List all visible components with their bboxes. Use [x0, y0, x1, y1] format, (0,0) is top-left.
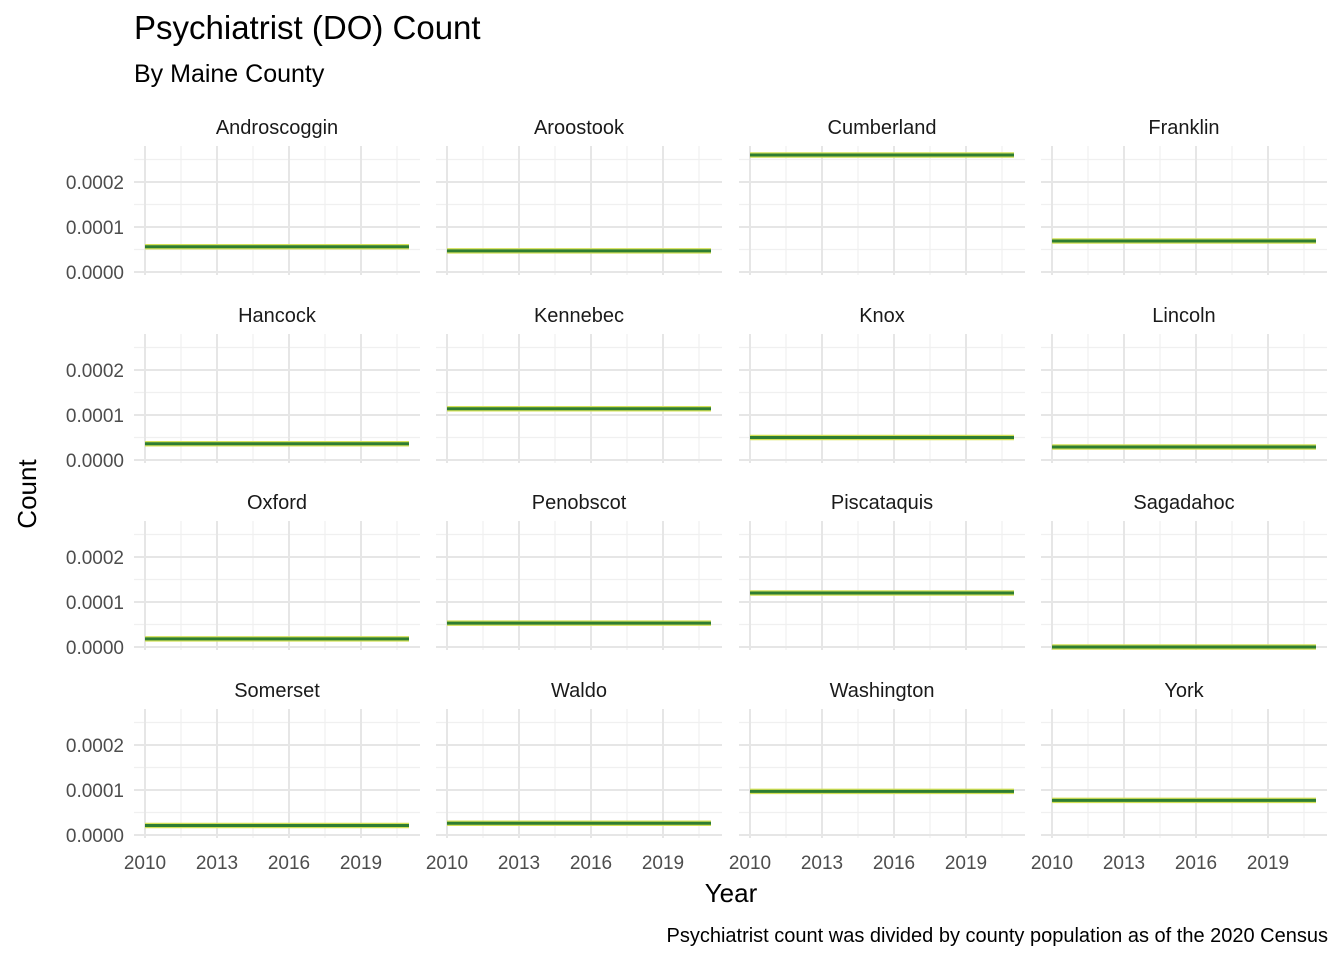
- facet-panel-washington: Washington 2010 2013 2016 2019: [729, 680, 1025, 874]
- facet-label-washington: Washington: [830, 680, 935, 702]
- facet-panel-aroostook: Aroostook: [436, 117, 722, 275]
- facet-label-aroostook: Aroostook: [534, 117, 625, 139]
- x-tick-label: 2013: [498, 853, 540, 874]
- facet-label-kennebec: Kennebec: [534, 305, 624, 327]
- facet-panel-york: York 2010 2013 2016 2019: [1031, 680, 1327, 874]
- x-tick-label: 2013: [1103, 853, 1145, 874]
- facet-panel-hancock: Hancock 0.0000 0.0001 0.0002: [66, 305, 420, 472]
- facet-panel-penobscot: Penobscot: [436, 492, 722, 650]
- x-tick-label: 2019: [945, 853, 987, 874]
- facet-panel-oxford: Oxford 0.0000 0.0001 0.0002: [66, 492, 420, 659]
- facet-label-knox: Knox: [859, 305, 905, 327]
- y-tick-label: 0.0002: [66, 361, 124, 382]
- facet-panel-waldo: Waldo 2010 2013 2016 2019: [426, 680, 722, 874]
- facet-label-hancock: Hancock: [238, 305, 317, 327]
- facet-label-cumberland: Cumberland: [828, 117, 937, 139]
- facet-label-somerset: Somerset: [234, 680, 320, 702]
- y-tick-label: 0.0001: [66, 406, 124, 427]
- y-tick-label: 0.0001: [66, 781, 124, 802]
- facet-label-sagadahoc: Sagadahoc: [1133, 492, 1234, 514]
- x-tick-label: 2010: [729, 853, 771, 874]
- x-tick-label: 2010: [426, 853, 468, 874]
- y-tick-label: 0.0000: [66, 826, 124, 847]
- x-tick-label: 2019: [1247, 853, 1289, 874]
- y-tick-label: 0.0002: [66, 736, 124, 757]
- facet-panel-franklin: Franklin: [1041, 117, 1327, 275]
- x-tick-label: 2019: [642, 853, 684, 874]
- x-tick-label: 2016: [873, 853, 915, 874]
- x-tick-label: 2016: [1175, 853, 1217, 874]
- x-tick-label: 2016: [268, 853, 310, 874]
- x-axis-label: Year: [705, 878, 758, 908]
- y-tick-label: 0.0000: [66, 638, 124, 659]
- y-tick-label: 0.0002: [66, 173, 124, 194]
- facet-label-androscoggin: Androscoggin: [216, 117, 338, 139]
- x-tick-label: 2019: [340, 853, 382, 874]
- y-tick-label: 0.0001: [66, 593, 124, 614]
- facet-label-york: York: [1164, 680, 1204, 702]
- facet-label-piscataquis: Piscataquis: [831, 492, 933, 514]
- y-axis-label: Count: [12, 459, 42, 529]
- y-tick-label: 0.0001: [66, 218, 124, 239]
- x-tick-label: 2013: [801, 853, 843, 874]
- y-tick-label: 0.0000: [66, 263, 124, 284]
- facet-panel-androscoggin: Androscoggin 0.0000 0.0001 0.0002: [66, 117, 420, 284]
- x-tick-label: 2010: [124, 853, 166, 874]
- facet-label-oxford: Oxford: [247, 492, 307, 514]
- facet-label-lincoln: Lincoln: [1152, 305, 1215, 327]
- facet-panel-piscataquis: Piscataquis: [739, 492, 1025, 650]
- facet-panel-lincoln: Lincoln: [1041, 305, 1327, 463]
- chart-title: Psychiatrist (DO) Count: [134, 9, 481, 46]
- facet-panel-sagadahoc: Sagadahoc: [1041, 492, 1327, 650]
- facet-label-franklin: Franklin: [1148, 117, 1219, 139]
- facet-panel-knox: Knox: [739, 305, 1025, 463]
- facet-panel-somerset: Somerset 0.0000 0.0001 0.0002 2010 2013 2016 20…: [66, 680, 420, 874]
- x-tick-label: 2013: [196, 853, 238, 874]
- facet-label-waldo: Waldo: [551, 680, 607, 702]
- x-tick-label: 2016: [570, 853, 612, 874]
- facet-label-penobscot: Penobscot: [532, 492, 627, 514]
- x-tick-label: 2010: [1031, 853, 1073, 874]
- chart-caption: Psychiatrist count was divided by county…: [666, 925, 1328, 947]
- facet-panel-kennebec: Kennebec: [436, 305, 722, 463]
- y-tick-label: 0.0000: [66, 451, 124, 472]
- facet-panel-cumberland: Cumberland: [739, 117, 1025, 275]
- chart-subtitle: By Maine County: [134, 60, 325, 88]
- y-tick-label: 0.0002: [66, 548, 124, 569]
- facet-panels: Androscoggin 0.0000 0.0001 0.0002 Aroostook C…: [66, 117, 1327, 874]
